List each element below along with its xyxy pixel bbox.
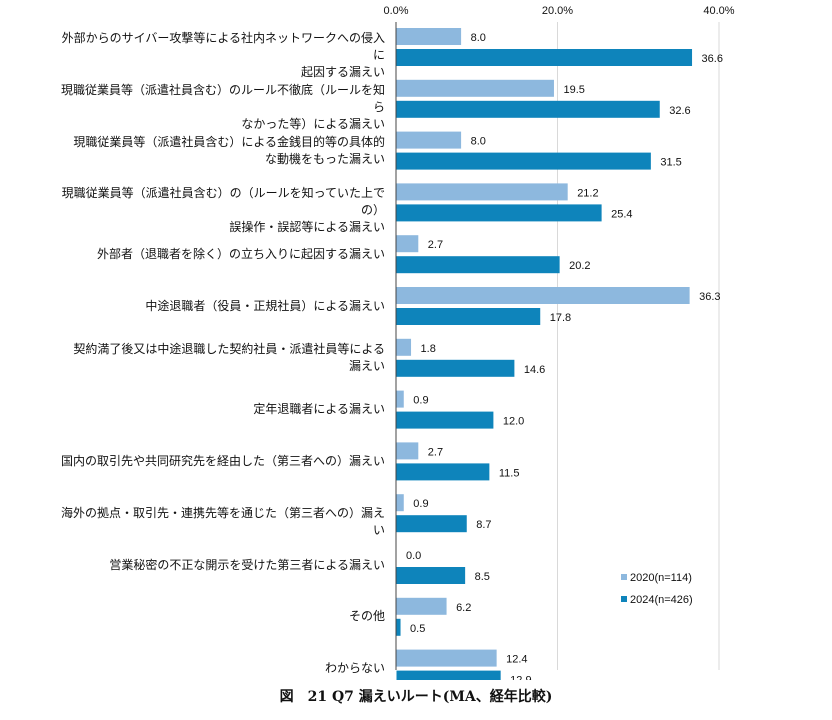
bar-2024 <box>396 204 602 222</box>
bar-2024 <box>396 515 467 533</box>
category-label-line: 起因する漏えい <box>300 65 385 79</box>
bar-2020 <box>396 287 690 304</box>
category-label-line: その他 <box>348 609 385 624</box>
bar-2020 <box>396 131 462 149</box>
category-label-line: 現職従業員等（派遣社員含む）による金銭目的等の具体的 <box>73 134 385 149</box>
category-label-line: 現職従業員等（派遣社員含む）のルール不徹底（ルールを知ら <box>60 82 385 114</box>
data-label: 8.7 <box>476 519 491 531</box>
bar-2024 <box>396 463 490 481</box>
bar-2020 <box>396 183 568 201</box>
data-label: 6.2 <box>456 602 471 614</box>
category-label: わからない <box>55 660 385 677</box>
category-label-line: 定年退職者による漏えい <box>253 402 385 417</box>
data-label: 25.4 <box>611 208 632 220</box>
data-label: 0.9 <box>413 498 428 510</box>
data-label: 2.7 <box>428 239 443 251</box>
category-label: 国内の取引先や共同研究先を経由した（第三者への）漏えい <box>55 453 385 470</box>
data-label: 31.5 <box>660 157 681 169</box>
data-label: 8.0 <box>471 32 486 44</box>
category-label: 定年退職者による漏えい <box>55 401 385 418</box>
x-tick-label: 40.0% <box>703 5 734 17</box>
category-label: 中途退職者（役員・正規社員）による漏えい <box>55 298 385 315</box>
category-label: 外部からのサイバー攻撃等による社内ネットワークへの侵入に起因する漏えい <box>55 30 385 81</box>
bar-2024 <box>396 256 560 274</box>
data-label: 12.4 <box>506 654 527 666</box>
data-label: 8.5 <box>475 571 490 583</box>
data-label: 19.5 <box>563 84 584 96</box>
data-label: 1.8 <box>421 343 436 355</box>
category-label-line: 営業秘密の不正な開示を受けた第三者による漏えい <box>109 557 385 572</box>
legend-swatch <box>621 596 627 602</box>
data-label: 2.7 <box>428 446 443 458</box>
data-label: 20.2 <box>569 260 590 272</box>
category-label-line: 外部からのサイバー攻撃等による社内ネットワークへの侵入に <box>61 31 385 62</box>
category-label: 現職従業員等（派遣社員含む）の（ルールを知っていた上での） 誤操作・誤認等による漏… <box>55 185 385 236</box>
legend-swatch <box>621 574 627 580</box>
bar-2024 <box>396 49 693 66</box>
bar-2024 <box>396 359 515 377</box>
bar-2024 <box>396 670 501 680</box>
category-label-line: 契約満了後又は中途退職した契約社員・派遣社員等による <box>73 341 385 356</box>
data-label: 0.0 <box>406 550 421 562</box>
bar-2020 <box>396 597 447 615</box>
category-label-line: わからない <box>324 661 385 676</box>
bar-2020 <box>396 235 419 253</box>
bar-2020 <box>396 649 497 667</box>
data-label: 32.6 <box>669 105 690 117</box>
x-tick-label: 20.0% <box>542 5 573 17</box>
data-label: 36.3 <box>699 291 720 303</box>
bar-2024 <box>396 308 541 325</box>
category-label: その他 <box>55 608 385 625</box>
bar-2020 <box>396 28 462 45</box>
legend-label: 2020(n=114) <box>630 572 692 584</box>
bar-2024 <box>396 411 494 429</box>
legend-label: 2024(n=426) <box>630 594 693 606</box>
category-label: 契約満了後又は中途退職した契約社員・派遣社員等による漏えい <box>55 341 385 375</box>
figure-caption: 図 21 Q7 漏えいルート(MA、経年比較) <box>279 689 553 705</box>
category-label: 現職従業員等（派遣社員含む）のルール不徹底（ルールを知らなかった等）による漏えい <box>55 82 385 133</box>
data-label: 17.8 <box>550 312 571 324</box>
category-label: 海外の拠点・取引先・連携先等を通じた（第三者への）漏えい <box>55 505 385 539</box>
bar-2024 <box>396 152 651 170</box>
bar-2024 <box>396 567 466 584</box>
category-label-line: 現職従業員等（派遣社員含む）の（ルールを知っていた上での） <box>61 186 385 218</box>
category-label-line: 誤操作・誤認等による漏えい <box>229 220 385 235</box>
category-label-line: 国内の取引先や共同研究先を経由した（第三者への）漏えい <box>60 453 385 468</box>
data-label: 12.0 <box>503 416 524 428</box>
data-label: 21.2 <box>577 187 598 199</box>
bar-2024 <box>396 100 660 118</box>
data-label: 8.0 <box>471 136 486 148</box>
x-tick-label: 0.0% <box>383 5 408 17</box>
bar-2020 <box>396 442 419 460</box>
category-label-line: 漏えい <box>348 358 385 373</box>
bar-2020 <box>396 390 404 408</box>
category-label: 外部者（退職者を除く）の立ち入りに起因する漏えい <box>55 246 385 263</box>
bar-2020 <box>396 494 404 512</box>
data-label: 14.6 <box>524 364 545 376</box>
data-label: 11.5 <box>499 467 520 479</box>
bar-chart: 0.0% 20.0% 40.0% 8.0 36.6 19.5 32.6 8.0 31.5 21.2… <box>383 5 735 680</box>
category-label-line: 外部者（退職者を除く）の立ち入りに起因する漏えい <box>96 246 385 261</box>
bar-2024 <box>396 618 401 636</box>
data-label: 36.6 <box>702 53 723 65</box>
category-label-line: 海外の拠点・取引先・連携先等を通じた（第三者への）漏えい <box>60 505 385 537</box>
data-label: 0.9 <box>413 395 428 407</box>
bar-2020 <box>396 79 554 97</box>
data-label: 0.5 <box>410 623 425 635</box>
category-label: 現職従業員等（派遣社員含む）による金銭目的等の具体的な動機をもった漏えい <box>55 134 385 168</box>
category-label: 営業秘密の不正な開示を受けた第三者による漏えい <box>55 557 385 574</box>
category-label-line: な動機をもった漏えい <box>264 151 385 166</box>
bar-2020 <box>396 338 412 356</box>
category-label-line: 中途退職者（役員・正規社員）による漏えい <box>145 298 385 313</box>
data-label: 12.9 <box>510 675 531 680</box>
category-label-line: なかった等）による漏えい <box>241 116 385 131</box>
